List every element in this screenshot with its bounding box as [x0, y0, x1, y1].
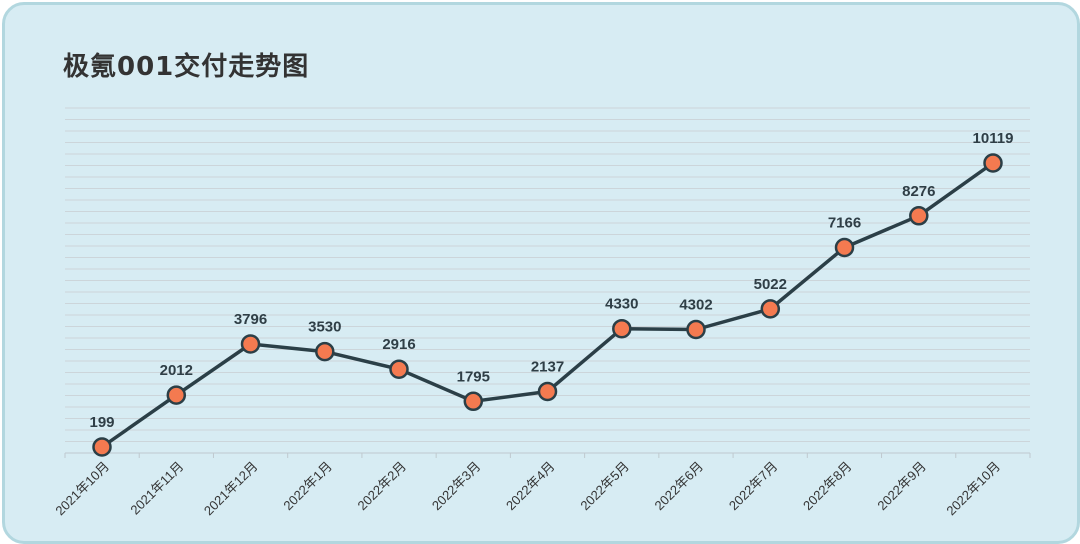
data-label: 199 — [89, 414, 114, 431]
x-tick-label: 2022年6月 — [652, 459, 707, 514]
tick-label-layer: 2021年10月 2021年11月 2021年12月 2022年1月 2022年2月 20… — [52, 459, 1003, 519]
data-point — [686, 319, 706, 340]
data-point — [389, 359, 409, 379]
data-point — [612, 318, 632, 339]
data-point — [240, 334, 261, 354]
data-label: 4302 — [679, 297, 712, 314]
series-line — [100, 161, 995, 449]
data-label: 10119 — [973, 130, 1014, 147]
marker-layer — [92, 153, 1003, 457]
x-tick-label: 2022年8月 — [800, 459, 855, 514]
x-tick-label: 2021年10月 — [52, 459, 112, 519]
data-label: 4330 — [605, 296, 638, 313]
data-point — [983, 153, 1003, 173]
data-label: 2137 — [531, 359, 564, 376]
data-point — [537, 381, 558, 402]
data-label: 8276 — [902, 183, 935, 200]
x-tick-label: 2022年10月 — [943, 459, 1003, 519]
chart-title: 极氪001交付走势图 — [63, 52, 310, 82]
data-point — [909, 206, 929, 226]
x-tick-label: 2022年4月 — [503, 459, 558, 514]
data-label: 5022 — [754, 276, 787, 293]
data-label: 2012 — [160, 362, 193, 379]
data-point — [834, 237, 855, 258]
series-line-layer — [100, 161, 995, 449]
data-point — [463, 391, 484, 412]
data-label: 3530 — [308, 319, 341, 336]
x-tick-label: 2022年3月 — [429, 459, 484, 514]
data-point — [166, 385, 187, 405]
data-label: 7166 — [828, 215, 861, 232]
x-tick-label: 2022年7月 — [726, 459, 781, 514]
data-label-layer: 199 2012 3796 3530 2916 1795 2137 4330 4302 5022 7… — [89, 130, 1013, 431]
x-tick-label: 2022年1月 — [280, 459, 335, 514]
x-tick-label: 2022年2月 — [355, 459, 410, 514]
x-tick-label: 2021年11月 — [127, 459, 186, 518]
data-point — [315, 341, 335, 362]
data-label: 2916 — [382, 336, 415, 353]
x-tick-label: 2021年12月 — [201, 459, 261, 519]
data-label: 3796 — [234, 311, 267, 328]
data-label: 1795 — [457, 368, 490, 385]
data-point — [92, 437, 112, 457]
x-tick-label: 2022年9月 — [874, 459, 929, 514]
x-tick-label: 2022年5月 — [577, 459, 632, 514]
data-point — [760, 299, 781, 319]
x-axis — [64, 452, 1031, 458]
